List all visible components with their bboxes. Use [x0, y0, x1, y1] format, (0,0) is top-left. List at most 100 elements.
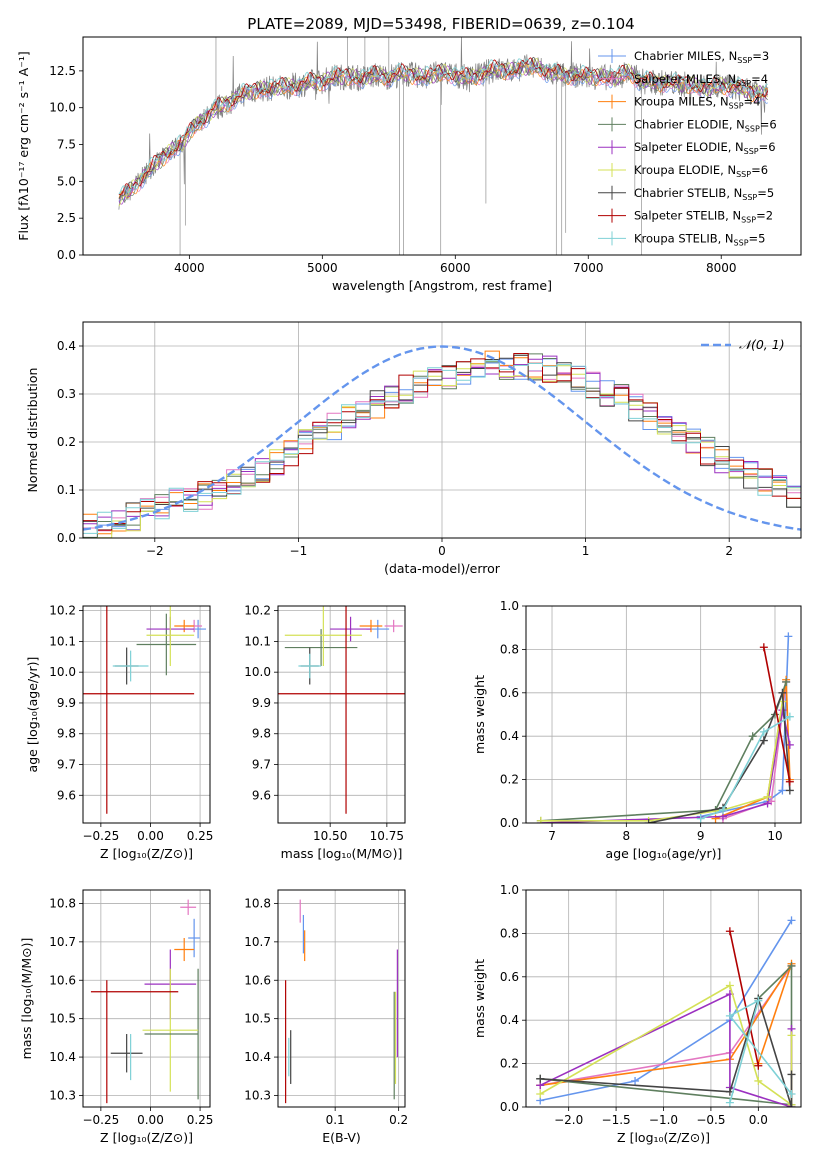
weight-vs-Z-point-6-3: [787, 1103, 796, 1107]
residuals-ytick-label-0: 0.0: [57, 531, 76, 545]
legend-count-5: =6: [751, 163, 768, 177]
age-vs-Z-ytick-label-4: 10.0: [49, 665, 76, 679]
mass-vs-ebv-ytick-label-5: 10.8: [244, 896, 271, 910]
age-vs-Z-ytick-label-2: 9.8: [57, 727, 76, 741]
age-vs-mass-ytick-label-0: 9.6: [252, 788, 271, 802]
legend-label-0: Chabrier MILES, NSSP=3: [634, 49, 769, 65]
legend-subscript-4: SSP: [744, 147, 759, 156]
residuals-xtick-label-0: −2: [146, 544, 164, 558]
mass-vs-Z-xtick-label-2: 0.25: [187, 1113, 214, 1127]
legend-label-1: Salpeter MILES, NSSP=4: [634, 72, 768, 88]
mass-vs-ebv-xlabel: E(B-V): [322, 1130, 361, 1145]
spectrum-ytick-label-4: 10.0: [49, 101, 76, 115]
weight-vs-age-point-0-2: [778, 786, 787, 795]
histogram-series-6: [83, 354, 801, 531]
weight-vs-Z-point-8-0: [725, 1098, 734, 1107]
age-vs-Z-ytick-label-1: 9.7: [57, 758, 76, 772]
weight-vs-age-frame: [525, 605, 802, 824]
mass-vs-ebv-axes: 0.1 0.2 10.3 10.4 10.5 10.6 10.7 10.8 E(B-V): [244, 890, 408, 1145]
legend-label-2: Kroupa MILES, NSSP=4: [634, 95, 760, 111]
weight-vs-age-ytick-label-1: 0.2: [500, 773, 519, 787]
residuals-xtick-label-1: −1: [290, 544, 308, 558]
weight-vs-Z-point-8-1: [754, 996, 763, 1005]
mass-vs-ebv-ytick-label-2: 10.5: [244, 1012, 271, 1026]
mass-vs-ebv-ytick-label-0: 10.3: [244, 1088, 271, 1102]
observed-spectrum-line: [118, 37, 769, 210]
weight-vs-age-point-8-3: [785, 712, 794, 721]
age-vs-Z-frame: [82, 605, 211, 824]
weight-vs-Z-ytick-label-2: 0.4: [500, 1013, 519, 1027]
weight-vs-age-xlabel: age [log₁₀(age/yr)]: [606, 846, 722, 861]
spectrum-ytick-label-0: 0.0: [57, 248, 76, 262]
weight-vs-Z-point-6-0: [536, 1074, 545, 1083]
legend-subscript-2: SSP: [729, 102, 744, 111]
weight-vs-Z-line-2: [540, 963, 793, 1087]
weight-vs-age-xtick-label-2: 9: [697, 829, 705, 843]
age-vs-Z-xtick-label-2: 0.25: [187, 829, 214, 843]
mass-vs-ebv-ytick-label-3: 10.6: [244, 973, 271, 987]
histogram-lines: [83, 345, 801, 538]
legend-count-2: =4: [744, 95, 761, 109]
weight-vs-age-xtick-label-3: 10: [767, 829, 782, 843]
weight-vs-Z-frame: [525, 889, 802, 1108]
mass-vs-Z-axes: −0.25 0.00 0.25 10.3 10.4 10.5 10.6 10.7 10.8 Z […: [19, 890, 213, 1145]
weight-vs-age-ytick-label-5: 1.0: [500, 599, 519, 613]
weight-vs-Z-line-3: [540, 964, 793, 1106]
age-vs-Z-xtick-label-1: 0.00: [137, 829, 164, 843]
weight-vs-age-ytick-label-4: 0.8: [500, 642, 519, 656]
weight-vs-age-point-8-2: [759, 727, 768, 736]
histogram-series-5: [96, 360, 801, 538]
age-vs-mass-ytick-label-2: 9.8: [252, 727, 271, 741]
age-vs-mass-axes: 10.50 10.75 9.6 9.7 9.8 9.9 10.0 10.1 10.2 mass […: [244, 604, 405, 861]
weight-vs-age-point-6-2: [759, 736, 768, 745]
weight-vs-age-ytick-label-2: 0.4: [500, 729, 519, 743]
weight-vs-age-point-5-3: [763, 792, 772, 801]
spectrum-title: PLATE=2089, MJD=53498, FIBERID=0639, z=0…: [247, 15, 634, 33]
age-vs-Z-ytick-label-6: 10.2: [49, 604, 76, 618]
legend-count-6: =5: [757, 186, 774, 200]
age-vs-mass-marks: [278, 606, 405, 814]
weight-vs-age-ylabel: mass weight: [472, 675, 487, 754]
age-vs-mass-ytick-label-5: 10.1: [244, 634, 271, 648]
mass-vs-ebv-frame: [277, 889, 406, 1108]
histogram-series-8: [83, 360, 801, 534]
residuals-ytick-label-2: 0.2: [57, 435, 76, 449]
weight-vs-age-line-7: [763, 647, 791, 782]
mass-vs-Z-xtick-label-1: 0.00: [137, 1113, 164, 1127]
model-spectrum-8: [118, 58, 768, 195]
spectrum-legend: Chabrier MILES, NSSP=3 Salpeter MILES, NS…: [598, 49, 777, 247]
age-vs-mass-ytick-label-3: 9.9: [252, 696, 271, 710]
weight-vs-age-line-0: [700, 636, 790, 818]
weight-vs-Z-ytick-label-3: 0.6: [500, 970, 519, 984]
weight-vs-Z-xtick-label-1: −1.5: [602, 1113, 631, 1127]
age-vs-Z-xlabel: Z [log₁₀(Z/Z⊙)]: [100, 846, 193, 861]
spectrum-xtick-label-4: 8000: [706, 261, 737, 275]
spectrum-ytick-label-5: 12.5: [49, 64, 76, 78]
plots-layer: 4000 5000 6000 7000 80000.02.55.07.510.012.5…: [16, 36, 802, 1145]
residuals-xlabel: (data-model)/error: [384, 561, 501, 576]
age-vs-mass-xlabel: mass [log₁₀(M/M⊙)]: [281, 846, 403, 861]
weight-vs-Z-point-8-2: [725, 1011, 734, 1020]
mass-vs-Z-frame: [82, 889, 211, 1108]
weight-vs-age-point-3-4: [782, 677, 791, 686]
legend-count-3: =6: [760, 117, 777, 131]
residuals-ylabel: Normed distribution: [25, 368, 40, 493]
weight-vs-Z-line-8: [728, 999, 793, 1103]
spectrum-ylabel: Flux [fλ10⁻¹⁷ erg cm⁻² s⁻¹ A⁻¹]: [16, 51, 31, 240]
legend-subscript-8: SSP: [734, 238, 749, 247]
weight-vs-Z-point-5-0: [536, 1089, 545, 1098]
mass-vs-ebv-xtick-label-1: 0.2: [389, 1113, 408, 1127]
weight-vs-Z-point-3-2: [787, 961, 796, 970]
gaussian-legend-label: 𝒩(0, 1): [739, 337, 785, 352]
mass-vs-Z-ytick-label-2: 10.5: [49, 1012, 76, 1026]
weight-vs-age-marks: [536, 632, 794, 823]
mass-vs-Z-ytick-label-1: 10.4: [49, 1050, 76, 1064]
weight-vs-age-point-4-3: [778, 706, 787, 715]
spectrum-ytick-label-1: 2.5: [57, 211, 76, 225]
weight-vs-Z-line-0: [540, 919, 793, 1102]
legend-count-8: =5: [749, 231, 766, 245]
legend-label-8: Kroupa STELIB, NSSP=5: [634, 231, 765, 247]
legend-subscript-6: SSP: [742, 193, 757, 202]
spectrum-xtick-label-0: 4000: [174, 261, 205, 275]
weight-vs-age-point-3-2: [748, 732, 757, 741]
